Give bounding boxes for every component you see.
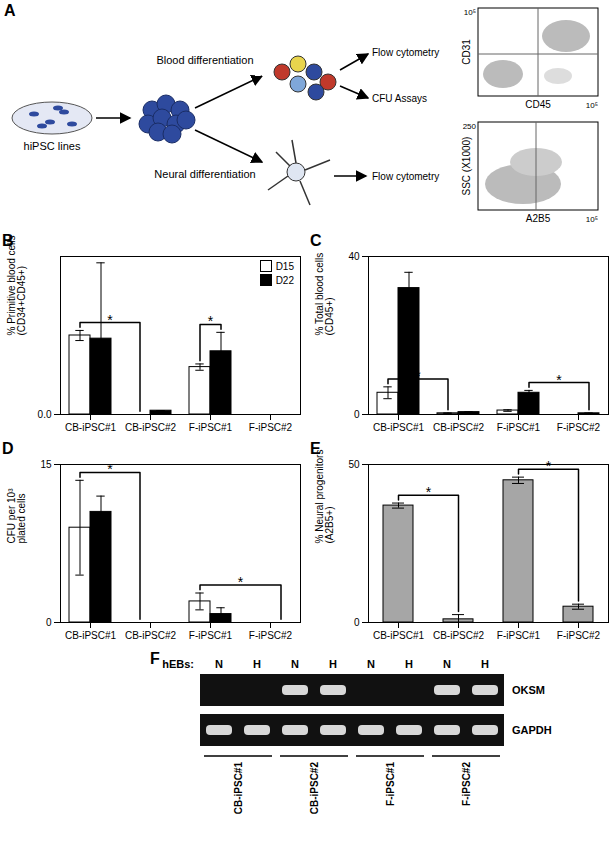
svg-text:CFU Assays: CFU Assays [372,93,427,104]
svg-text:CB-iPSC#2: CB-iPSC#2 [433,630,485,641]
svg-text:40: 40 [348,251,360,262]
svg-text:15: 15 [40,459,52,470]
svg-text:H: H [405,658,413,670]
svg-text:CB-iPSC#2: CB-iPSC#2 [125,422,177,433]
svg-text:0.0: 0.0 [38,409,52,420]
svg-text:N: N [367,658,375,670]
svg-text:*: * [415,368,421,384]
svg-text:CB-iPSC#1: CB-iPSC#1 [233,762,244,815]
svg-text:F-iPSC#2: F-iPSC#2 [557,630,601,641]
svg-text:*: * [208,313,214,329]
svg-text:*: * [107,461,113,477]
svg-text:0: 0 [354,409,360,420]
svg-text:*: * [556,372,562,388]
svg-text:hiPSC lines: hiPSC lines [24,140,81,152]
svg-text:N: N [291,658,299,670]
svg-text:GAPDH: GAPDH [512,724,552,736]
svg-text:F-iPSC#2: F-iPSC#2 [557,422,601,433]
svg-text:*: * [107,312,113,328]
svg-text:H: H [481,658,489,670]
svg-text:*: * [238,574,244,590]
svg-text:OKSM: OKSM [512,684,545,696]
svg-text:% Primitive blood cells(CD34+C: % Primitive blood cells(CD34+CD45+) [6,235,27,335]
svg-text:F-iPSC#1: F-iPSC#1 [189,422,233,433]
svg-text:% Total blood cells(CD45+): % Total blood cells(CD45+) [314,253,335,336]
svg-text:Blood differentiation: Blood differentiation [156,54,253,66]
svg-text:CB-iPSC#2: CB-iPSC#2 [125,630,177,641]
svg-text:CD31: CD31 [461,39,472,65]
svg-text:F-iPSC#2: F-iPSC#2 [461,762,472,806]
svg-text:F-iPSC#1: F-iPSC#1 [189,630,233,641]
svg-text:CD45: CD45 [525,99,551,110]
svg-text:0: 0 [46,617,52,628]
svg-text:0: 0 [354,617,360,628]
svg-text:CFU per 10³plated cells: CFU per 10³plated cells [6,488,27,544]
svg-text:CB-iPSC#1: CB-iPSC#1 [65,422,117,433]
svg-text:Flow cytometry: Flow cytometry [372,47,439,58]
svg-text:H: H [253,658,261,670]
svg-text:*: * [426,484,432,500]
svg-text:N: N [215,658,223,670]
svg-text:10⁵: 10⁵ [586,101,598,110]
svg-text:Neural differentiation: Neural differentiation [154,168,255,180]
svg-text:10⁵: 10⁵ [464,8,476,17]
svg-text:CB-iPSC#2: CB-iPSC#2 [309,762,320,815]
svg-text:SSC (X1000): SSC (X1000) [461,137,472,196]
svg-text:50: 50 [348,459,360,470]
svg-text:F-iPSC#2: F-iPSC#2 [249,630,293,641]
svg-text:F-iPSC#1: F-iPSC#1 [497,630,541,641]
svg-text:*: * [546,458,552,474]
svg-text:CB-iPSC#1: CB-iPSC#1 [373,422,425,433]
svg-text:hEBs:: hEBs: [162,658,194,670]
svg-text:F-iPSC#1: F-iPSC#1 [385,762,396,806]
svg-text:F-iPSC#2: F-iPSC#2 [249,422,293,433]
svg-text:H: H [329,658,337,670]
svg-text:Flow cytometry: Flow cytometry [372,171,439,182]
svg-text:CB-iPSC#1: CB-iPSC#1 [65,630,117,641]
svg-text:A2B5: A2B5 [526,213,551,224]
svg-text:CB-iPSC#2: CB-iPSC#2 [433,422,485,433]
svg-text:F-iPSC#1: F-iPSC#1 [497,422,541,433]
svg-text:N: N [443,658,451,670]
svg-text:CB-iPSC#1: CB-iPSC#1 [373,630,425,641]
svg-text:250: 250 [463,122,477,131]
svg-text:10⁵: 10⁵ [586,215,598,224]
svg-text:% Neural progenitors(A2B5+): % Neural progenitors(A2B5+) [314,450,335,544]
